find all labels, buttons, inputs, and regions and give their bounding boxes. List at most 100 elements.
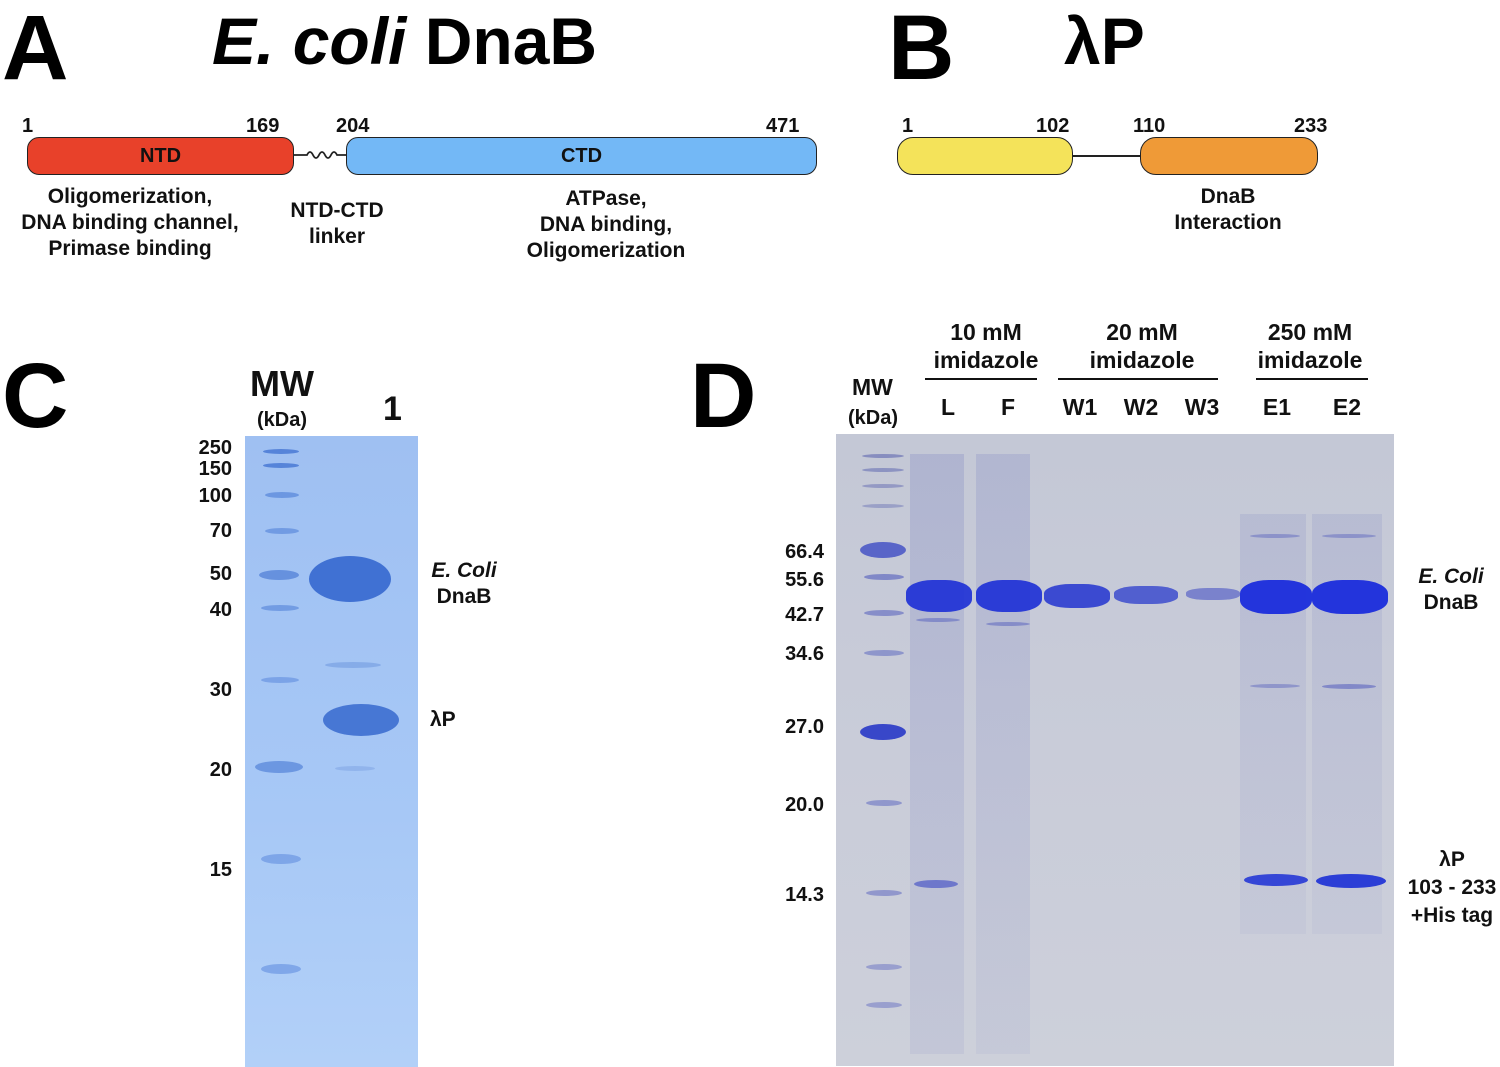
panel-c-marker-label: 50 [209, 563, 232, 585]
panel-c-letter: C [2, 345, 69, 447]
lane-header-w2: W2 [1123, 394, 1159, 420]
ntd-desc-line: Oligomerization, [47, 185, 213, 208]
ctd-domain-bar: CTD [346, 137, 817, 175]
panel-c-dnab-label: E. Coli DnaB [426, 558, 502, 610]
ladder-band [866, 964, 902, 970]
ladder-band [860, 542, 906, 558]
ladder-band [866, 890, 902, 896]
panel-c-marker-label: 20 [209, 759, 232, 781]
panel-d-lp-label: λP 103 - 233 +His tag [1400, 846, 1500, 930]
lane-e2-faint-band [1322, 684, 1376, 689]
lp-pos-1: 1 [902, 115, 914, 137]
panel-d-mw-label: MW [852, 374, 893, 400]
panel-d-marker-label: 20.0 [785, 794, 824, 816]
group-10mm-rule [925, 378, 1037, 380]
lane-1-lp-band [323, 704, 399, 736]
lane-e2-lp-band [1316, 874, 1386, 888]
ladder-band [259, 570, 299, 580]
lp-description: DnaB Interaction [1148, 184, 1308, 236]
ladder-band [864, 650, 904, 656]
lane-header-e2: E2 [1332, 394, 1362, 420]
panel-d-kda-label: (kDa) [848, 407, 899, 429]
group-line2: imidazole [1257, 347, 1363, 373]
panel-c-marker-label: 15 [209, 859, 232, 881]
panel-c-marker-label: 250 [198, 437, 232, 459]
ctd-description: ATPase, DNA binding, Oligomerization [486, 186, 726, 264]
ladder-band [255, 761, 303, 773]
lane-1-faint-band [335, 766, 375, 771]
ladder-band [866, 800, 902, 806]
ctd-domain-label: CTD [560, 144, 603, 167]
lp-label-line: λP [1439, 848, 1465, 871]
panel-d-letter: D [690, 345, 757, 447]
group-line1: 250 mM [1267, 319, 1353, 345]
lane-e1-smear [1240, 514, 1306, 934]
panel-c-marker-label: 70 [209, 520, 232, 542]
lane-header-w1: W1 [1062, 394, 1098, 420]
panel-c-lp-label: λP [430, 708, 456, 731]
ladder-band [265, 528, 299, 534]
ladder-band [263, 463, 299, 468]
lp-desc-line: Interaction [1174, 211, 1282, 234]
lane-f-dnab-band [976, 580, 1042, 612]
group-20mm-label: 20 mM imidazole [1072, 318, 1212, 374]
lp-c-domain-bar [1140, 137, 1318, 175]
lane-1-faint-band [325, 662, 381, 668]
panel-d-marker-label: 14.3 [785, 884, 824, 906]
lp-n-domain-bar [897, 137, 1073, 175]
lane-e1-faint-band [1250, 534, 1300, 538]
lane-w3-dnab-band [1186, 588, 1240, 600]
lane-f-faint-band [986, 622, 1030, 626]
lane-e2-dnab-band [1312, 580, 1388, 614]
ladder-band [263, 449, 299, 454]
lane-e2-smear [1312, 514, 1382, 934]
ladder-band [261, 854, 301, 864]
ladder-band [265, 492, 299, 498]
panel-d-marker-label: 55.6 [785, 569, 824, 591]
panel-d-marker-label: 34.6 [785, 643, 824, 665]
lp-pos-102: 102 [1036, 115, 1070, 137]
lane-header-w3: W3 [1184, 394, 1220, 420]
ntd-description: Oligomerization, DNA binding channel, Pr… [0, 184, 260, 262]
linker-description: NTD-CTD linker [272, 198, 402, 250]
ctd-desc-line: Oligomerization [526, 239, 686, 262]
ladder-band [862, 468, 904, 472]
panel-d-gel [836, 434, 1394, 1066]
lane-e1-lp-band [1244, 874, 1308, 886]
panel-a-title-italic: E. coli [212, 4, 407, 78]
group-10mm-label: 10 mM imidazole [918, 318, 1054, 374]
ladder-band [261, 677, 299, 683]
ladder-band [862, 484, 904, 488]
panel-c-marker-label: 150 [198, 458, 232, 480]
ladder-band [862, 504, 904, 508]
panel-c-mw-label: MW [250, 363, 314, 404]
ntd-desc-line: DNA binding channel, [21, 211, 239, 234]
ladder-band [261, 964, 301, 974]
ctd-desc-line: DNA binding, [539, 213, 673, 236]
lane-header-e1: E1 [1262, 394, 1292, 420]
lane-1-dnab-band [309, 556, 391, 602]
group-line2: imidazole [933, 347, 1039, 373]
linker-desc-line: NTD-CTD [290, 199, 384, 222]
dnab-pos-169: 169 [246, 115, 280, 137]
ladder-band [862, 454, 904, 458]
lp-linker-line [1072, 155, 1142, 157]
ladder-band [864, 574, 904, 580]
lane-header-l: L [940, 394, 956, 420]
lp-label-line: 103 - 233 [1407, 876, 1497, 899]
group-line1: 10 mM [950, 319, 1022, 345]
lane-e2-faint-band [1322, 534, 1376, 538]
lp-pos-233: 233 [1294, 115, 1328, 137]
lane-w1-dnab-band [1044, 584, 1110, 608]
linker-squiggle [293, 151, 347, 159]
dnab-label-name: DnaB [1423, 591, 1479, 614]
lp-desc-line: DnaB [1200, 185, 1256, 208]
panel-c-lane-1-label: 1 [383, 390, 402, 428]
ntd-desc-line: Primase binding [48, 237, 212, 260]
ctd-desc-line: ATPase, [565, 187, 647, 210]
group-line1: 20 mM [1106, 319, 1178, 345]
dnab-pos-1: 1 [22, 115, 34, 137]
panel-d-marker-label: 66.4 [785, 541, 824, 563]
panel-a-title-rest: DnaB [406, 4, 598, 78]
ladder-band [864, 610, 904, 616]
